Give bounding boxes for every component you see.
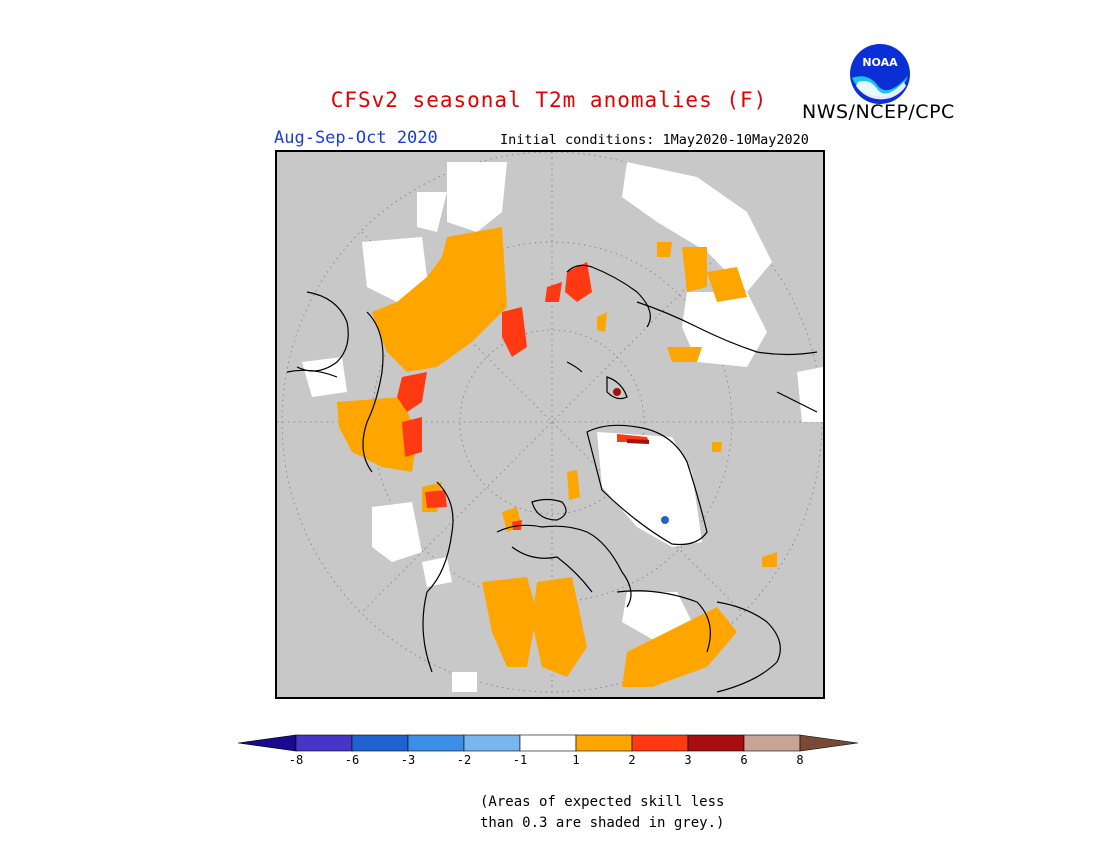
- chart-title: CFSv2 seasonal T2m anomalies (F): [330, 88, 768, 112]
- legend-swatch: [631, 734, 689, 752]
- forecast-period: Aug-Sep-Oct 2020: [274, 128, 438, 148]
- legend-swatch: [295, 734, 353, 752]
- skill-note: (Areas of expected skill less than 0.3 a…: [480, 792, 724, 834]
- initial-conditions: Initial conditions: 1May2020-10May2020: [500, 132, 809, 148]
- legend-swatch: [351, 734, 409, 752]
- noaa-logo-icon: NOAA: [850, 44, 910, 104]
- legend-swatch: [407, 734, 465, 752]
- skill-note-line2: than 0.3 are shaded in grey.): [480, 815, 725, 831]
- skill-note-line1: (Areas of expected skill less: [480, 794, 725, 810]
- logo-text: NOAA: [862, 56, 898, 69]
- legend-swatch: [463, 734, 521, 752]
- legend-tick-label: -8: [288, 753, 304, 767]
- legend-swatch: [575, 734, 633, 752]
- legend-tick-label: -1: [512, 753, 528, 767]
- legend-tick-label: -3: [400, 753, 416, 767]
- legend-swatch-min: [238, 734, 297, 752]
- legend-tick-label: 1: [572, 753, 580, 767]
- coastlines: [286, 264, 818, 693]
- legend-tick-label: 6: [740, 753, 748, 767]
- legend-tick-label: -6: [344, 753, 360, 767]
- color-legend-bar: [238, 734, 859, 752]
- agency-label: NWS/NCEP/CPC: [802, 101, 955, 123]
- legend-tick-label: 3: [684, 753, 692, 767]
- near-normal-regions: [302, 162, 823, 692]
- cold-anomaly-spot: [661, 516, 669, 524]
- legend-swatch: [519, 734, 577, 752]
- legend-swatch-max: [799, 734, 859, 752]
- latitude-circle-inner: [459, 329, 645, 515]
- warm-anomaly-regions: [337, 227, 777, 687]
- legend-tick-label: 8: [796, 753, 804, 767]
- latitude-circle-middle: [371, 241, 733, 603]
- legend-swatch: [743, 734, 801, 752]
- legend-tick-label: 2: [628, 753, 636, 767]
- strong-warm-anomaly-regions: [397, 262, 649, 530]
- legend-swatch: [687, 734, 745, 752]
- polar-map-svg: [277, 152, 823, 697]
- extreme-warm-anomaly-regions: [613, 388, 649, 444]
- anomaly-map: [275, 150, 825, 699]
- legend-tick-label: -2: [456, 753, 472, 767]
